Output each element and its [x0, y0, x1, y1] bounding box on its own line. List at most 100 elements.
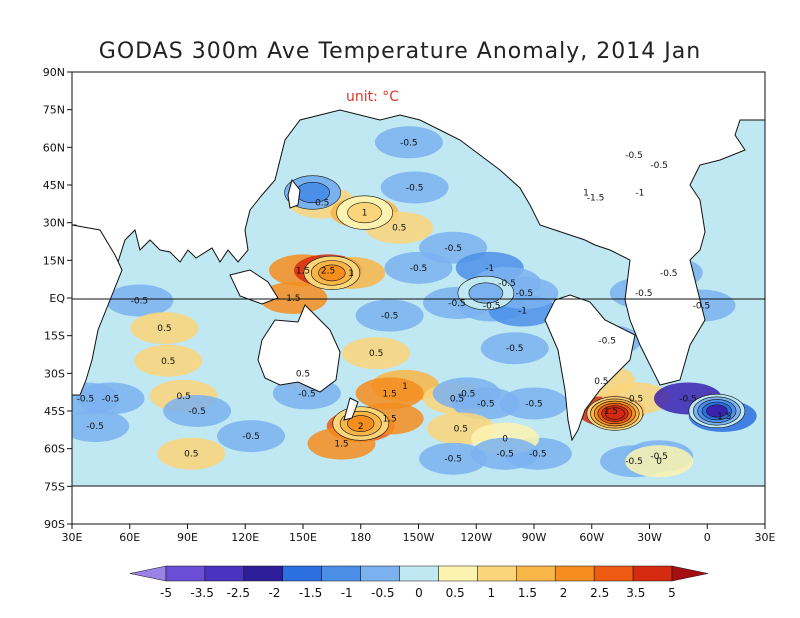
land-africa-eurasia [72, 72, 765, 386]
anomaly-patch [134, 344, 203, 377]
contour-label: 0 [502, 435, 508, 445]
contour-label: -0.5 [86, 422, 104, 432]
y-tick-label: 30S [44, 367, 65, 380]
anomaly-patch [432, 377, 501, 410]
colorbar-box [632, 565, 673, 582]
contour-label: -1 [518, 307, 527, 317]
contour-label: -0.5 [458, 389, 476, 399]
anomaly-patch [72, 410, 130, 443]
land-japan [287, 178, 301, 209]
anomaly-contour [706, 404, 728, 418]
contour-label: 1.5 [382, 415, 396, 425]
contour-label: 1 [583, 189, 589, 199]
continents [72, 72, 765, 524]
colorbar-label: 2.5 [590, 586, 609, 600]
contour-label: 0.5 [176, 392, 190, 402]
x-tick-label: 60E [119, 531, 140, 544]
y-tick-label: 60N [43, 141, 65, 154]
contour-label: 1 [402, 382, 408, 392]
contour-label: 0.5 [184, 450, 198, 460]
contour-label: -0.5 [635, 289, 653, 299]
anomaly-patch [105, 284, 174, 317]
contour-label: 1.5 [296, 266, 310, 276]
x-tick-label: 60W [579, 531, 604, 544]
land-maritime-continent [229, 269, 279, 305]
contour-label: -0.5 [598, 337, 616, 347]
anomaly-patch [625, 445, 694, 478]
contour-label: 2 [358, 422, 364, 432]
colorbar-box [243, 565, 284, 582]
colorbar-box [477, 565, 517, 582]
contour-label: -0.5 [410, 264, 428, 274]
contour-label: -0.5 [498, 279, 516, 289]
anomaly-contour [604, 407, 625, 420]
contour-label: 0.5 [296, 369, 310, 379]
contour-label: -0.5 [102, 394, 120, 404]
y-tick-label: 30N [43, 217, 65, 230]
contour-label: 0.5 [594, 377, 608, 387]
anomaly-patch [355, 299, 424, 332]
contour-label: -0.5 [298, 389, 316, 399]
x-tick-label: 30E [755, 531, 776, 544]
colorbar-high-arrow [671, 565, 709, 582]
contour-label: 0 [656, 457, 662, 467]
anomaly-patch [500, 387, 568, 420]
colorbar-box [438, 565, 478, 582]
y-tick-label: 90N [43, 66, 65, 79]
anomaly-patch [259, 282, 328, 314]
anomaly-patch [380, 171, 449, 204]
colorbar-box [282, 565, 322, 582]
anomaly-patch [471, 437, 540, 470]
land-antarctica [72, 485, 765, 524]
colorbar-label: 1 [487, 586, 495, 600]
contour-label: -0.5 [131, 297, 149, 307]
colorbar-box [360, 565, 400, 582]
anomaly-contour [318, 264, 346, 282]
latitude-axis: 90N 75N 60N 45N 30N 15N EQ 15S 30S 45S 60S 75S 90S [43, 66, 72, 531]
x-tick-label: 90E [177, 531, 198, 544]
anomaly-patch [342, 337, 411, 370]
colorbar-label: -5 [160, 586, 172, 600]
contour-label: -1.5 [714, 412, 732, 422]
figure-title: GODAS 300m Ave Temperature Anomaly, 2014… [99, 39, 701, 64]
contour-label: 0.5 [369, 349, 383, 359]
x-tick-label: 30E [62, 531, 83, 544]
x-tick-label: 120W [460, 531, 492, 544]
contour-label: 1.5 [604, 407, 618, 417]
anomaly-patch [217, 420, 286, 453]
y-tick-label: 45S [44, 405, 65, 418]
contour-label: -1.5 [587, 194, 605, 204]
anomaly-contour [347, 202, 382, 224]
colorbar-label: 3.5 [626, 586, 645, 600]
colorbar-box [165, 565, 206, 582]
contour-label: -0.5 [496, 450, 514, 460]
y-tick-label: 75N [43, 104, 65, 117]
contour-label: -1 [485, 264, 494, 274]
colorbar-label: -3.5 [190, 586, 213, 600]
contour-label: -0.5 [242, 432, 260, 442]
y-tick-label: 60S [44, 443, 65, 456]
contour-label: 0.5 [157, 324, 171, 334]
x-tick-label: 180 [350, 531, 371, 544]
colorbar-label: -0.5 [371, 586, 394, 600]
contour-label: -0.5 [516, 289, 534, 299]
colorbar-label: -1.5 [299, 586, 322, 600]
contour-label: 1 [362, 209, 368, 219]
x-tick-label: 150E [289, 531, 317, 544]
contour-label: -0.5 [406, 184, 424, 194]
anomaly-patch [480, 332, 549, 365]
colorbar: -5 -3.5 -2.5 -2 -1.5 -1 -0.5 0 0.5 1 1.5 2 2.5 3.5 5 [129, 565, 709, 600]
anomaly-contour [347, 415, 375, 432]
contour-label: 0.5 [454, 425, 468, 435]
contour-label: 2.5 [321, 266, 335, 276]
y-tick-label: 75S [44, 480, 65, 493]
colorbar-box [516, 565, 556, 582]
x-tick-label: 120E [231, 531, 259, 544]
y-tick-label: 45N [43, 179, 65, 192]
x-tick-label: 30W [637, 531, 662, 544]
land-new-zealand [343, 397, 359, 421]
anomaly-patch [157, 437, 226, 470]
contour-label: -0.5 [444, 244, 462, 254]
unit-label: unit: °C [346, 89, 399, 105]
contour-label: -0.5 [679, 394, 697, 404]
